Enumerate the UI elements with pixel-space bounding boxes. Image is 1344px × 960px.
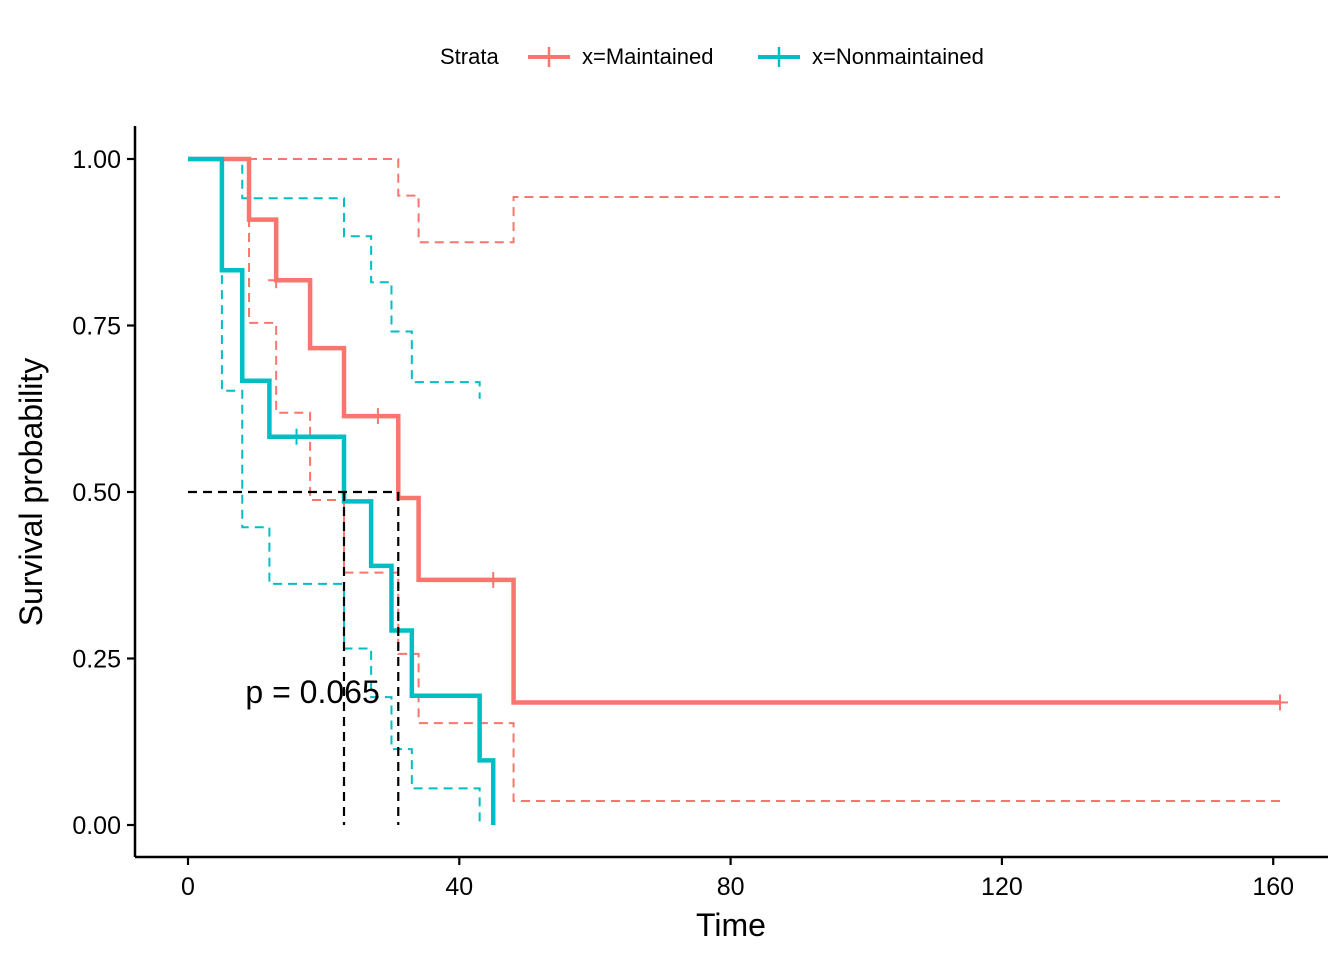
- y-tick-label: 0.50: [72, 479, 121, 507]
- censor-mark-maintained: [268, 272, 285, 289]
- x-tick-label: 80: [717, 873, 745, 901]
- legend-label-maintained: x=Maintained: [582, 44, 713, 69]
- ci-upper-nonmaintained: [188, 158, 481, 399]
- censor-mark-maintained: [369, 408, 386, 425]
- x-tick-label: 160: [1252, 873, 1294, 901]
- legend-label-nonmaintained: x=Nonmaintained: [812, 44, 984, 69]
- y-tick-label: 0.25: [72, 646, 121, 674]
- censor-mark-maintained: [1272, 694, 1288, 711]
- x-axis-title: Time: [696, 907, 766, 943]
- ci-upper-maintained: [188, 158, 1280, 244]
- x-tick-label: 40: [445, 873, 473, 901]
- survival-curve-nonmaintained: [188, 156, 496, 825]
- censor-mark-maintained: [485, 571, 502, 588]
- plot-area: [188, 156, 1288, 825]
- legend-title: Strata: [440, 44, 499, 69]
- survival-curve-maintained: [188, 156, 1280, 705]
- x-tick-label: 120: [981, 873, 1023, 901]
- censor-mark-nonmaintained: [288, 428, 305, 445]
- y-tick-label: 1.00: [72, 146, 121, 174]
- x-tick-label: 0: [181, 873, 195, 901]
- legend: Strata x=Maintained x=Nonmaintained: [440, 44, 984, 69]
- ci-lower-maintained: [188, 158, 1280, 803]
- y-tick-label: 0.75: [72, 313, 121, 341]
- ci-lower-nonmaintained: [188, 158, 481, 825]
- y-tick-label: 0.00: [72, 812, 121, 840]
- p-value-annotation: p = 0.065: [245, 674, 379, 710]
- y-axis-title: Survival probability: [13, 358, 49, 627]
- axes: 0 40 80 120 160 0.00 0.25 0.50 0.75 1.00: [72, 126, 1328, 901]
